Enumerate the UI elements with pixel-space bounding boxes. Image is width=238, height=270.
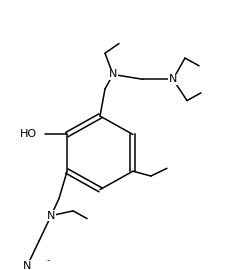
Text: N: N [47, 211, 55, 221]
Text: N: N [169, 74, 177, 84]
Text: N: N [23, 261, 31, 270]
Text: N: N [109, 69, 117, 79]
Text: HO: HO [20, 129, 37, 139]
